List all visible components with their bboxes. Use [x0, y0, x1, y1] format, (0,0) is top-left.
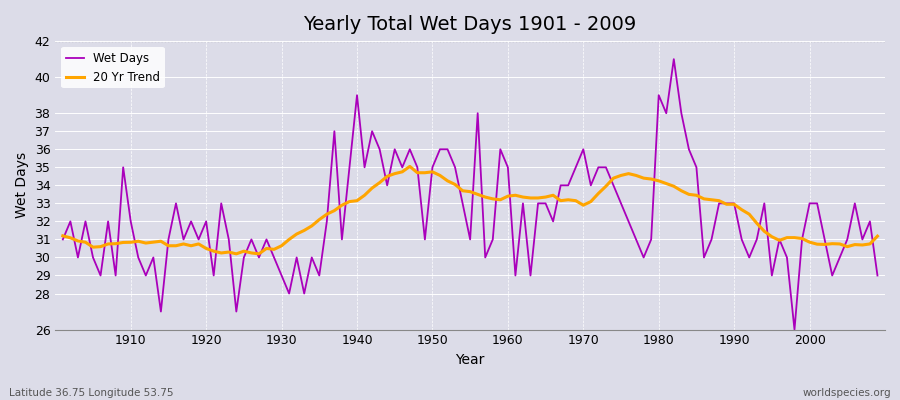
Wet Days [593, 165, 604, 170]
20 Yr Trend [518, 195, 528, 200]
20 Yr Trend [337, 203, 347, 208]
Wet Days [284, 291, 294, 296]
Line: 20 Yr Trend: 20 Yr Trend [63, 166, 878, 254]
Wet Days [872, 273, 883, 278]
Wet Days [58, 237, 68, 242]
Legend: Wet Days, 20 Yr Trend: Wet Days, 20 Yr Trend [61, 47, 165, 88]
20 Yr Trend [872, 234, 883, 238]
20 Yr Trend [58, 234, 68, 238]
Wet Days [329, 129, 340, 134]
Wet Days [495, 147, 506, 152]
Text: Latitude 36.75 Longitude 53.75: Latitude 36.75 Longitude 53.75 [9, 388, 174, 398]
Wet Days [118, 165, 129, 170]
Wet Days [789, 327, 800, 332]
20 Yr Trend [510, 193, 521, 198]
20 Yr Trend [404, 164, 415, 169]
Wet Days [502, 165, 513, 170]
Title: Yearly Total Wet Days 1901 - 2009: Yearly Total Wet Days 1901 - 2009 [303, 15, 637, 34]
Wet Days [669, 57, 680, 62]
20 Yr Trend [608, 176, 619, 180]
Line: Wet Days: Wet Days [63, 59, 878, 330]
20 Yr Trend [118, 240, 129, 245]
Text: worldspecies.org: worldspecies.org [803, 388, 891, 398]
Y-axis label: Wet Days: Wet Days [15, 152, 29, 218]
20 Yr Trend [292, 232, 302, 236]
20 Yr Trend [231, 252, 242, 256]
X-axis label: Year: Year [455, 353, 485, 367]
